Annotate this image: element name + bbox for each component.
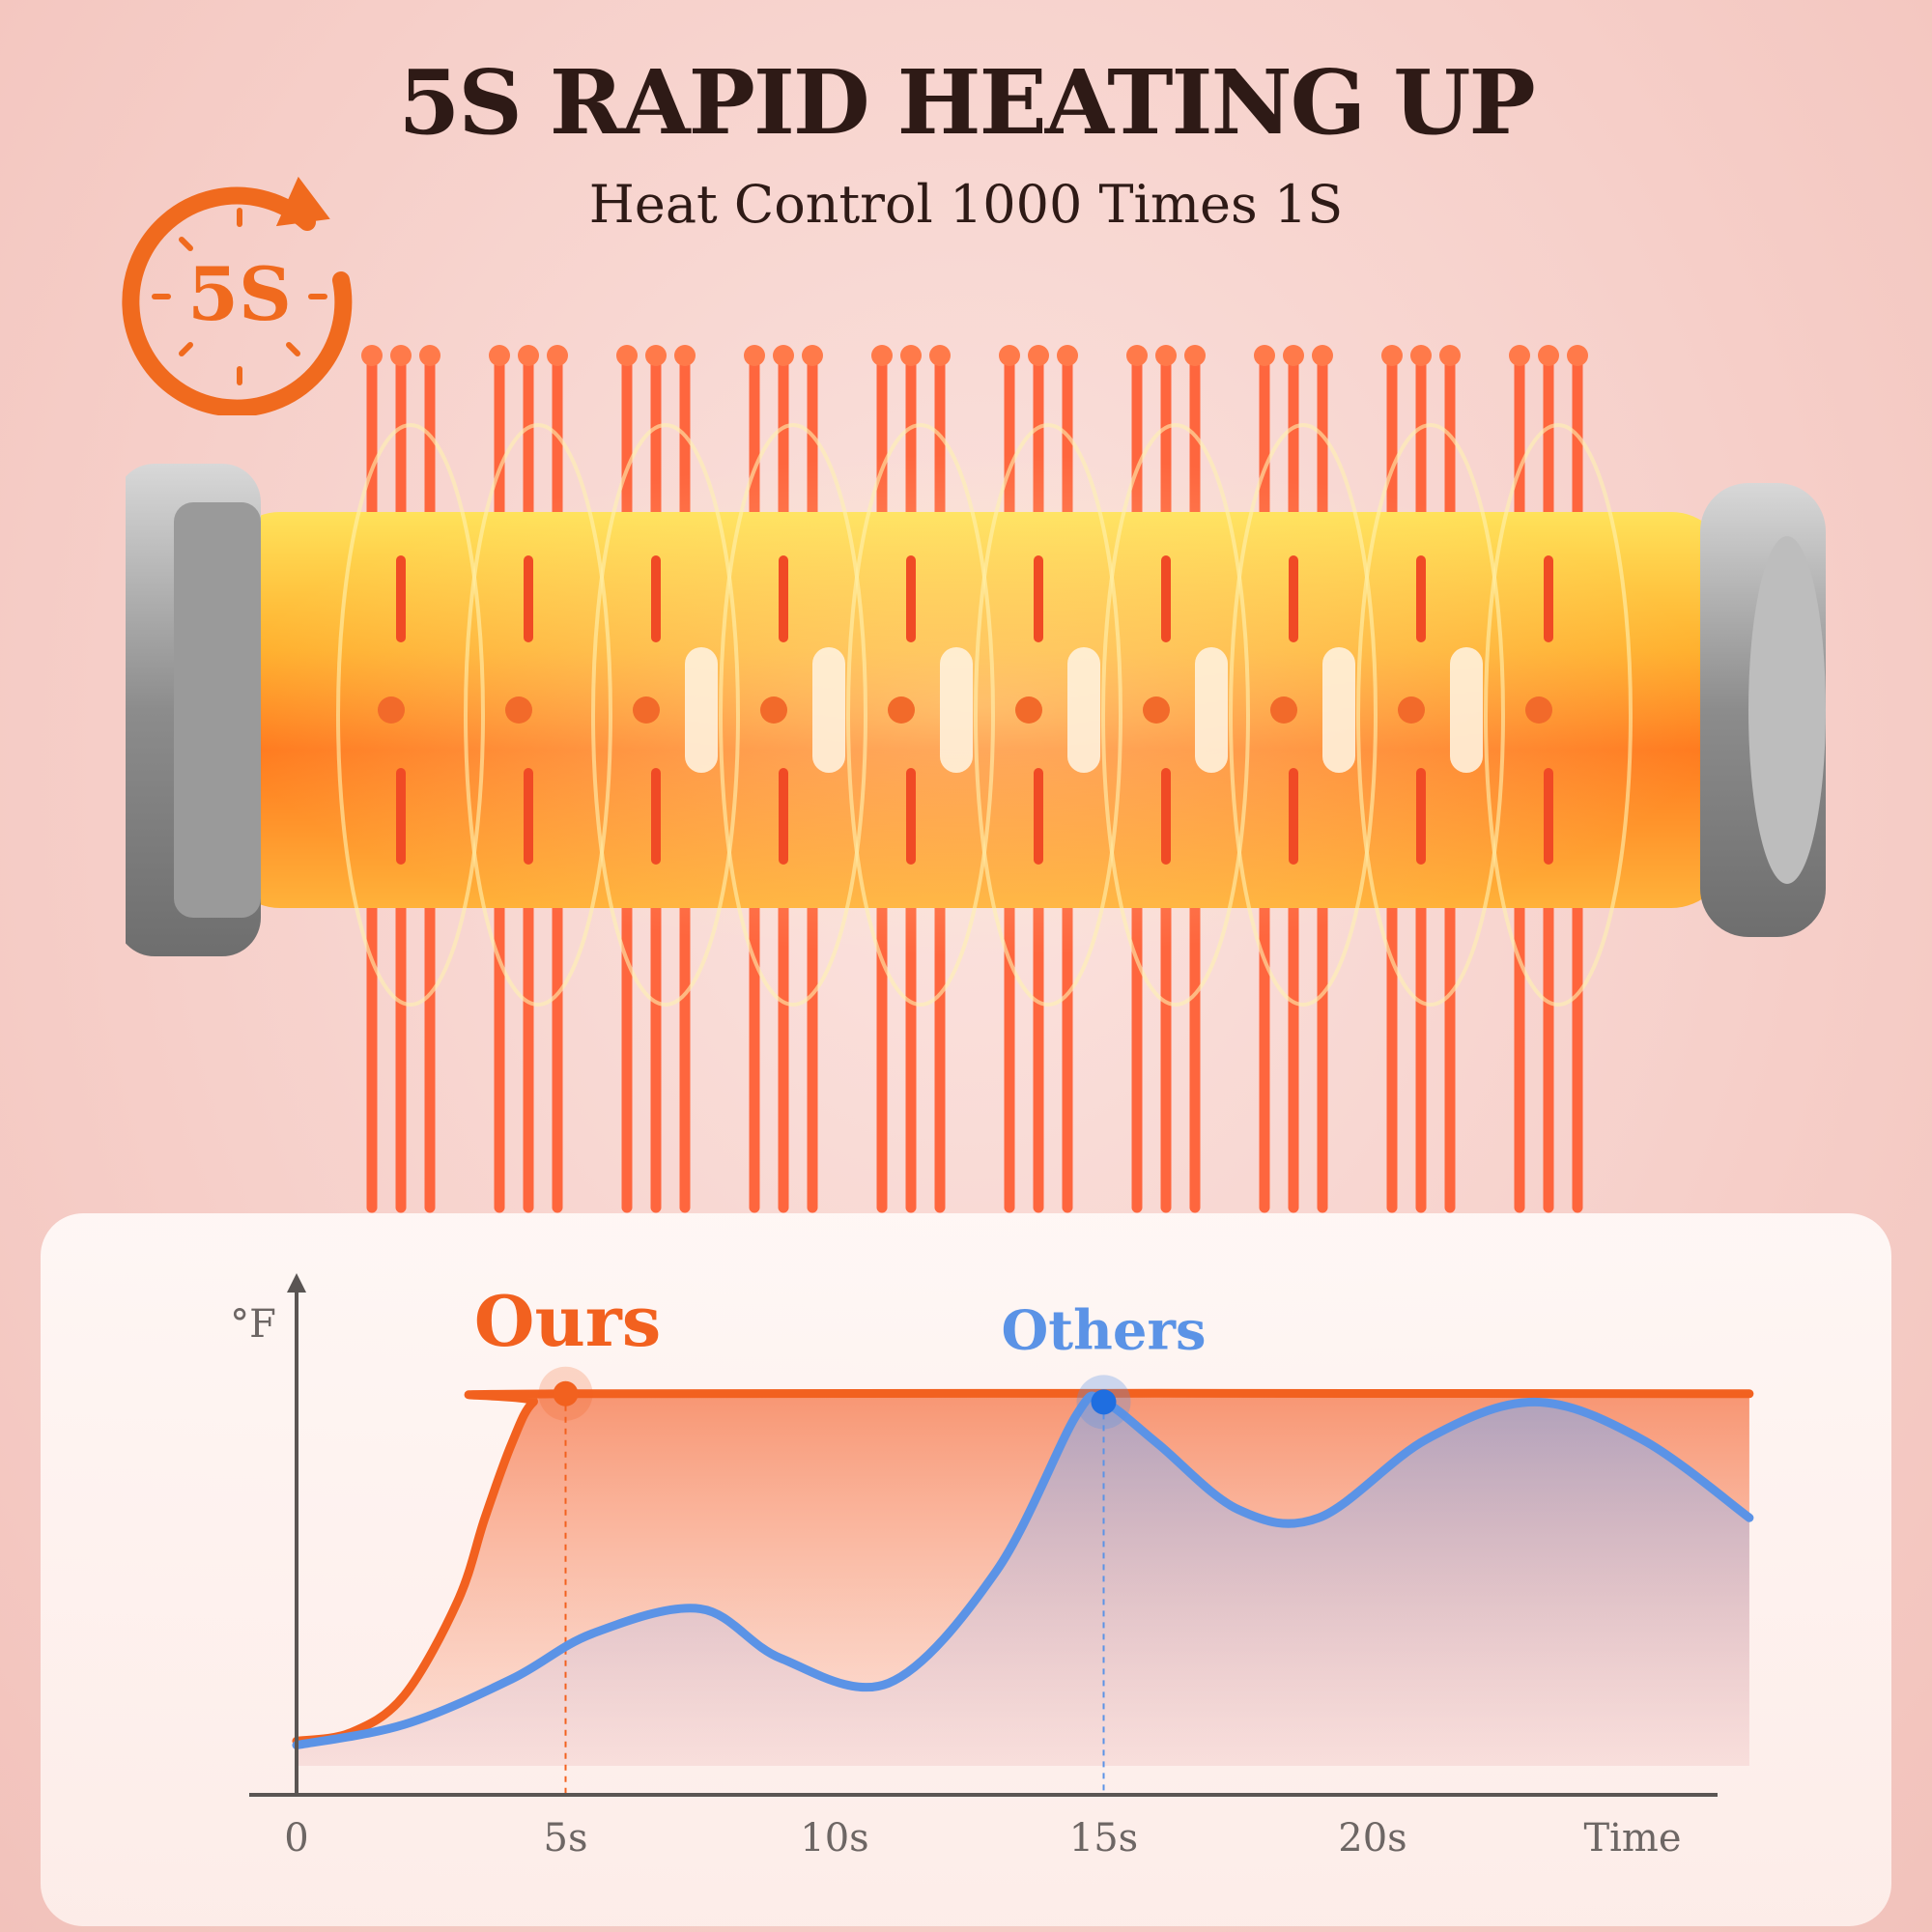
x-tick-label: 15s [1069,1816,1138,1861]
series-label-ours: Ours [474,1280,662,1362]
timer-badge: 5S [114,155,365,417]
x-tick-label: 20s [1338,1816,1406,1861]
series-line-others [292,1391,1754,1750]
y-axis-label: °F [230,1302,276,1347]
others-marker [1091,1389,1117,1415]
others-area [297,1395,1749,1766]
timer-label: 5S [187,251,292,337]
ours-marker [553,1380,579,1406]
x-axis-label: Time [1583,1816,1681,1861]
series-label-others: Others [1001,1298,1206,1362]
series-line-ours [292,1388,1754,1746]
x-tick-label: 5s [544,1816,588,1861]
timer-arrow-icon [122,176,353,417]
y-axis-arrow [287,1273,306,1293]
x-tick-label: 10s [800,1816,868,1861]
page-subtitle: Heat Control 1000 Times 1S [588,174,1344,235]
page-title: 5S RAPID HEATING UP [398,50,1535,155]
heated-brush-illustration [116,319,1826,1227]
x-tick-label: 0 [284,1816,308,1861]
